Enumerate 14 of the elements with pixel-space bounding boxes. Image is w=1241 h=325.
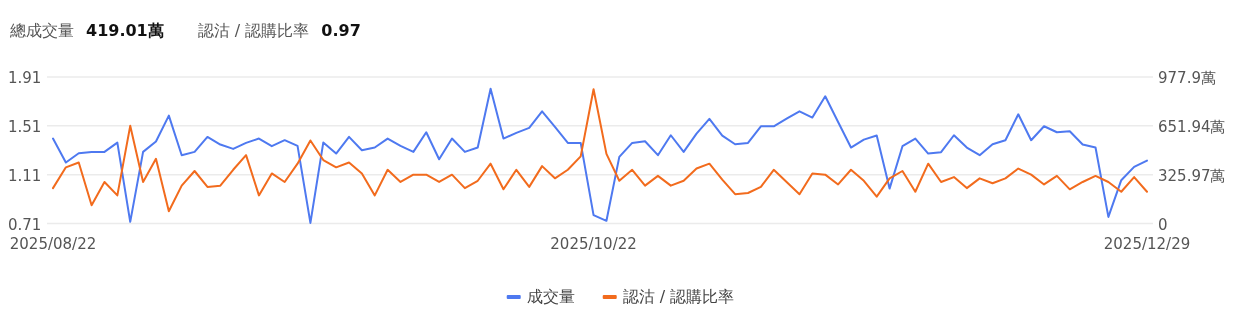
y-tick-label: 1.11 (8, 166, 42, 185)
y-tick-label: 1.51 (8, 117, 42, 136)
header: 總成交量 419.01萬 認沽 / 認購比率 0.97 (10, 21, 361, 40)
y2-tick-label: 0 (1158, 215, 1168, 234)
y-tick-label: 1.91 (8, 69, 42, 87)
x-tick-label: 2025/08/22 (9, 235, 97, 253)
legend-label: 認沽 / 認購比率 (622, 287, 735, 306)
y-tick-label: 0.71 (8, 215, 42, 234)
legend-label: 成交量 (526, 287, 575, 306)
x-tick-label: 2025/12/29 (1103, 235, 1191, 253)
y2-tick-label: 325.97萬 (1158, 166, 1226, 185)
x-tick-label: 2025/10/22 (550, 235, 637, 253)
y2-tick-label: 651.94萬 (1158, 117, 1226, 136)
y2-tick-label: 977.9萬 (1158, 69, 1216, 87)
